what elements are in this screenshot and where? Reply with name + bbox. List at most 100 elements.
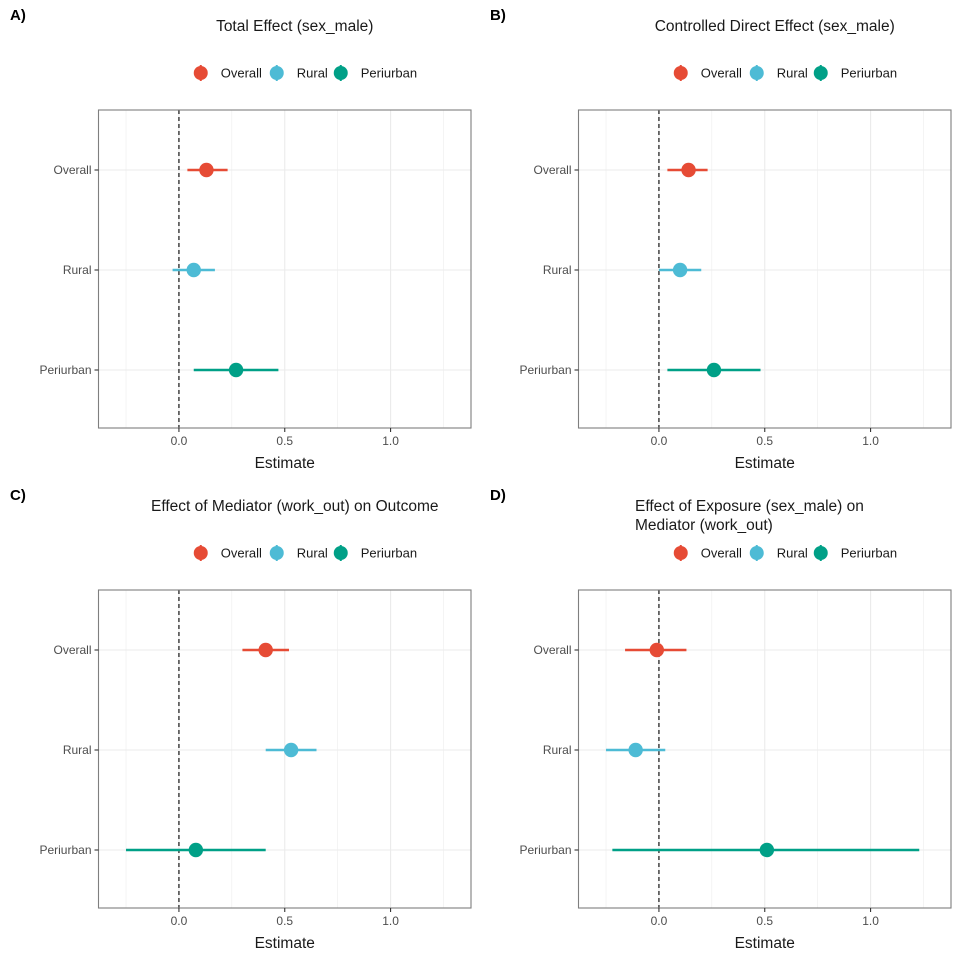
y-tick-label: Periurban	[519, 843, 571, 857]
x-tick-label: 0.5	[276, 914, 293, 928]
legend-label: Overall	[221, 546, 262, 561]
legend-label: Rural	[297, 66, 328, 81]
panel-tag: B)	[490, 7, 506, 24]
legend-key-point	[269, 66, 284, 80]
legend-label: Periurban	[841, 66, 897, 81]
legend-label: Periurban	[841, 546, 897, 561]
legend-item-overall: Overall	[193, 65, 262, 81]
legend-key-point	[749, 546, 764, 560]
y-tick-label: Overall	[533, 643, 571, 657]
x-tick-label: 0.0	[171, 434, 188, 448]
legend-label: Overall	[701, 66, 742, 81]
x-tick-label: 1.0	[862, 434, 879, 448]
legend-key-point	[813, 546, 828, 560]
chart-panel-b: B) Controlled Direct Effect (sex_male) Ove…	[490, 7, 952, 472]
legend-item-periurban: Periurban	[813, 545, 897, 561]
legend: Overall Rural Periurban	[193, 545, 417, 561]
x-axis-label: Estimate	[255, 455, 315, 472]
legend-label: Periurban	[361, 66, 417, 81]
x-axis-label: Estimate	[255, 935, 315, 952]
x-axis: 0.0 0.5 1.0 Estimate	[651, 428, 879, 472]
y-tick-label: Rural	[543, 743, 572, 757]
data-point-periurban	[193, 362, 279, 378]
legend-label: Rural	[297, 546, 328, 561]
chart-title-line: Controlled Direct Effect (sex_male)	[655, 18, 895, 35]
chart-panel-c: C) Effect of Mediator (work_out) on Outco…	[10, 487, 472, 952]
x-tick-label: 1.0	[382, 434, 399, 448]
chart-title-line: Effect of Exposure (sex_male) on	[635, 498, 864, 515]
panel-tag: D)	[490, 487, 506, 504]
legend-label: Overall	[701, 546, 742, 561]
legend-key-point	[673, 546, 688, 560]
data-point-rural	[658, 262, 702, 278]
legend-item-overall: Overall	[193, 545, 262, 561]
legend-item-rural: Rural	[749, 545, 808, 561]
x-tick-label: 1.0	[862, 914, 879, 928]
panel-tag: C)	[10, 487, 26, 504]
chart-title: Effect of Exposure (sex_male) on Mediator…	[635, 498, 864, 534]
y-tick-label: Rural	[63, 263, 92, 277]
chart-title: Effect of Mediator (work_out) on Outcome	[151, 498, 438, 515]
point-estimate	[188, 842, 204, 858]
data-point-rural	[265, 742, 317, 758]
legend-item-periurban: Periurban	[333, 545, 417, 561]
point-estimate	[628, 742, 643, 758]
panel-tag: A)	[10, 7, 26, 24]
legend-item-rural: Rural	[269, 65, 328, 81]
data-point-overall	[625, 642, 687, 658]
chart-title: Total Effect (sex_male)	[216, 18, 373, 35]
y-tick-label: Overall	[53, 643, 91, 657]
legend: Overall Rural Periurban	[673, 545, 897, 561]
point-estimate	[258, 642, 273, 658]
y-tick-label: Overall	[533, 163, 571, 177]
chart-title-line: Effect of Mediator (work_out) on Outcome	[151, 498, 438, 515]
chart-panel-a: A) Total Effect (sex_male) Overall Rural Per…	[10, 7, 472, 472]
legend-label: Periurban	[361, 546, 417, 561]
x-axis-label: Estimate	[735, 455, 795, 472]
data-point-rural	[606, 742, 666, 758]
x-tick-label: 0.0	[171, 914, 188, 928]
legend-item-rural: Rural	[749, 65, 808, 81]
legend-key-point	[749, 66, 764, 80]
chart-title: Controlled Direct Effect (sex_male)	[655, 18, 895, 35]
y-axis: Overall Rural Periurban	[39, 163, 99, 377]
x-axis-label: Estimate	[735, 935, 795, 952]
legend-key-point	[193, 66, 208, 80]
legend-key-point	[813, 66, 828, 80]
point-estimate	[672, 262, 688, 278]
legend-item-periurban: Periurban	[333, 65, 417, 81]
y-tick-label: Rural	[543, 263, 572, 277]
data-point-overall	[187, 162, 228, 178]
y-axis: Overall Rural Periurban	[519, 163, 579, 377]
legend-label: Overall	[221, 66, 262, 81]
legend-label: Rural	[777, 66, 808, 81]
legend-key-point	[269, 546, 284, 560]
x-axis: 0.0 0.5 1.0 Estimate	[651, 908, 879, 952]
chart-title-line: Total Effect (sex_male)	[216, 18, 373, 35]
point-estimate	[186, 262, 201, 278]
y-tick-label: Periurban	[519, 363, 571, 377]
y-tick-label: Overall	[53, 163, 91, 177]
x-axis: 0.0 0.5 1.0 Estimate	[171, 428, 399, 472]
point-estimate	[649, 642, 665, 658]
data-point-periurban	[612, 842, 920, 858]
x-tick-label: 0.5	[756, 914, 773, 928]
legend: Overall Rural Periurban	[673, 65, 897, 81]
point-estimate	[706, 362, 722, 378]
y-tick-label: Rural	[63, 743, 92, 757]
y-axis: Overall Rural Periurban	[39, 643, 99, 857]
legend-label: Rural	[777, 546, 808, 561]
y-tick-label: Periurban	[39, 843, 91, 857]
legend-key-point	[673, 66, 688, 80]
chart-title-line: Mediator (work_out)	[635, 517, 773, 534]
x-tick-label: 0.0	[651, 914, 668, 928]
y-tick-label: Periurban	[39, 363, 91, 377]
data-point-rural	[172, 262, 215, 278]
data-point-periurban	[667, 362, 761, 378]
x-axis: 0.0 0.5 1.0 Estimate	[171, 908, 399, 952]
legend-item-overall: Overall	[673, 545, 742, 561]
legend-item-rural: Rural	[269, 545, 328, 561]
x-tick-label: 0.0	[651, 434, 668, 448]
data-point-overall	[242, 642, 289, 658]
